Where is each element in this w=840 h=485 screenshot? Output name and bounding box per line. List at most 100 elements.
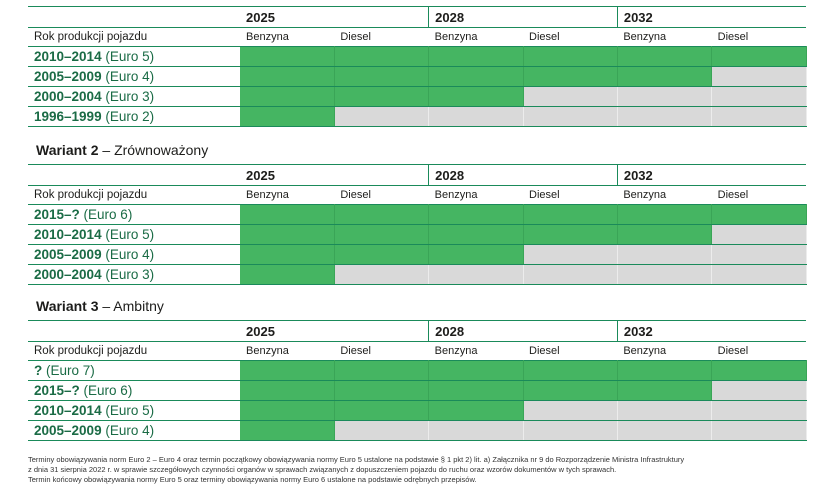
restricted-cell	[523, 400, 618, 421]
allowed-cell	[334, 46, 430, 67]
footnote: Terminy obowiązywania norm Euro 2 – Euro…	[28, 455, 808, 485]
row-norm: (Euro 5)	[101, 227, 155, 242]
row-label: 2005–2009 (Euro 4)	[28, 66, 240, 87]
year-2028: 2028	[428, 320, 618, 342]
allowed-cell	[617, 360, 713, 381]
fuel-diesel-2025: Diesel	[340, 189, 371, 201]
allowed-cell	[334, 204, 430, 225]
allowed-cell	[428, 380, 524, 401]
row-years: 2010–2014	[34, 49, 102, 64]
fuel-diesel-2028: Diesel	[529, 189, 560, 201]
allowed-cell	[523, 224, 618, 245]
fuel-header-row: Rok produkcji pojazdu Benzyna Diesel Benzyn…	[28, 28, 807, 47]
restricted-cell	[617, 264, 713, 285]
year-2025: 2025	[246, 167, 275, 183]
allowed-cell	[428, 46, 524, 67]
allowed-cell	[240, 360, 335, 381]
row-norm: (Euro 7)	[42, 363, 95, 378]
allowed-cell	[240, 86, 335, 107]
restricted-cell	[428, 264, 524, 285]
fuel-benzyna-2025: Benzyna	[246, 345, 289, 357]
allowed-cell	[334, 86, 430, 107]
allowed-cell	[428, 244, 524, 265]
row-norm: (Euro 5)	[101, 49, 155, 64]
year-2028: 2028	[428, 6, 618, 28]
year-2025: 2025	[246, 9, 275, 25]
fuel-diesel-2025: Diesel	[340, 31, 371, 43]
restricted-cell	[617, 400, 713, 421]
restricted-cell	[428, 106, 524, 127]
restricted-cell	[711, 224, 807, 245]
row-header-label: Rok produkcji pojazdu	[34, 31, 148, 43]
year-2028: 2028	[428, 164, 618, 186]
data-row: ? (Euro 7)	[28, 360, 807, 381]
allowed-cell	[240, 420, 335, 441]
row-norm: (Euro 4)	[101, 247, 155, 262]
restricted-cell	[711, 86, 807, 107]
variant-3-name: Wariant 3	[36, 298, 99, 314]
row-years: 2015–?	[34, 383, 80, 398]
allowed-cell	[523, 204, 618, 225]
restricted-cell	[711, 66, 807, 87]
row-years: 2000–2004	[34, 267, 102, 282]
restricted-cell	[711, 400, 807, 421]
row-years: 2010–2014	[34, 403, 102, 418]
allowed-cell	[523, 66, 618, 87]
data-row: 2005–2009 (Euro 4)	[28, 66, 807, 87]
restricted-cell	[334, 106, 430, 127]
fuel-header-row: Rok produkcji pojazdu Benzyna Diesel Benzyn…	[28, 342, 807, 361]
row-label: 2000–2004 (Euro 3)	[28, 264, 240, 285]
data-row: 2005–2009 (Euro 4)	[28, 244, 807, 265]
fuel-benzyna-2028: Benzyna	[434, 31, 478, 43]
allowed-cell	[711, 360, 807, 381]
row-years: 2015–?	[34, 207, 80, 222]
year-2025: 2025	[246, 323, 275, 339]
data-row: 2000–2004 (Euro 3)	[28, 264, 807, 285]
fuel-diesel-2032: Diesel	[717, 31, 749, 43]
allowed-cell	[428, 66, 524, 87]
variant-3-title: Wariant 3 – Ambitny	[36, 298, 164, 314]
year-header-spacer	[28, 7, 240, 28]
fuel-diesel-2028: Diesel	[529, 31, 560, 43]
allowed-cell	[240, 380, 335, 401]
allowed-cell	[617, 46, 713, 67]
row-norm: (Euro 5)	[101, 403, 155, 418]
row-norm: (Euro 6)	[79, 383, 133, 398]
variant-2-name: Wariant 2	[36, 142, 99, 158]
allowed-cell	[240, 106, 335, 127]
variant-1-body: 2025 2028 2032 Rok produkcji pojazdu Benzyna…	[28, 6, 807, 127]
row-label: 2005–2009 (Euro 4)	[28, 244, 240, 265]
restricted-cell	[617, 244, 713, 265]
restricted-cell	[711, 244, 807, 265]
data-row: 2010–2014 (Euro 5)	[28, 400, 807, 421]
allowed-cell	[334, 400, 430, 421]
row-years: 2000–2004	[34, 89, 102, 104]
allowed-cell	[334, 244, 430, 265]
allowed-cell	[240, 400, 335, 421]
data-row: 2010–2014 (Euro 5)	[28, 224, 807, 245]
row-norm: (Euro 2)	[101, 109, 155, 124]
restricted-cell	[711, 420, 807, 441]
allowed-cell	[711, 204, 807, 225]
restricted-cell	[523, 106, 618, 127]
variant-3-table: 2025 2028 2032 Rok produkcji pojazdu Benzyna…	[28, 320, 807, 441]
data-row: 2005–2009 (Euro 4)	[28, 420, 807, 441]
variant-2-body: 2025 2028 2032 Rok produkcji pojazdu Benzyna…	[28, 164, 807, 285]
fuel-diesel-2028: Diesel	[529, 345, 560, 357]
row-years: 2005–2009	[34, 69, 102, 84]
allowed-cell	[428, 400, 524, 421]
allowed-cell	[240, 264, 335, 285]
year-header-row: 2025 2028 2032	[28, 320, 807, 342]
year-2032: 2032	[616, 6, 807, 28]
restricted-cell	[711, 106, 807, 127]
allowed-cell	[334, 66, 430, 87]
restricted-cell	[617, 86, 713, 107]
year-header-row: 2025 2028 2032	[28, 6, 807, 28]
row-years: 1996–1999	[34, 109, 102, 124]
fuel-benzyna-2032: Benzyna	[623, 345, 667, 357]
row-label: 2010–2014 (Euro 5)	[28, 400, 240, 421]
row-label: 2015–? (Euro 6)	[28, 204, 240, 225]
fuel-benzyna-2028: Benzyna	[434, 345, 478, 357]
restricted-cell	[711, 380, 807, 401]
restricted-cell	[334, 264, 430, 285]
